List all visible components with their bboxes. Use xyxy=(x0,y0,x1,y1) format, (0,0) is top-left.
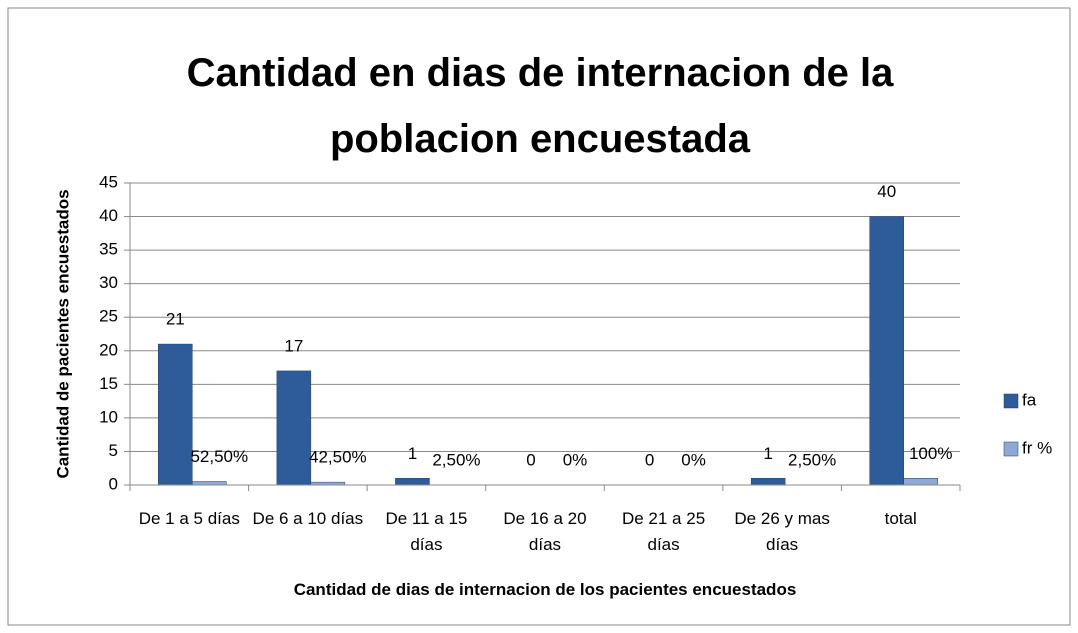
data-label: 0% xyxy=(563,450,588,469)
y-tick-label: 45 xyxy=(99,172,118,191)
legend-label: fa xyxy=(1022,390,1037,409)
data-label: 2,50% xyxy=(788,450,836,469)
data-label: 100% xyxy=(909,444,952,463)
y-tick-label: 30 xyxy=(99,273,118,292)
x-axis-label: Cantidad de dias de internacion de los p… xyxy=(293,580,797,599)
data-label: 42,50% xyxy=(309,448,367,467)
bar xyxy=(158,343,193,486)
bar xyxy=(750,478,786,486)
data-label: 52,50% xyxy=(190,447,248,466)
x-tick-label: De 11 a 15 días xyxy=(385,509,468,554)
x-tick-label: total xyxy=(884,509,917,528)
y-tick-label: 10 xyxy=(99,407,118,426)
data-label: 1 xyxy=(763,444,772,463)
y-tick-label: 15 xyxy=(99,374,118,393)
y-tick-label: 35 xyxy=(99,240,118,259)
data-label: 17 xyxy=(284,336,303,355)
x-tick-label: De 21 a 25 días xyxy=(621,509,706,554)
y-tick-label: 25 xyxy=(99,307,118,326)
data-label: 0 xyxy=(645,450,654,469)
x-tick-label: De 26 y mas días xyxy=(734,509,830,554)
data-label: 2,50% xyxy=(432,450,480,469)
data-label: 1 xyxy=(408,444,417,463)
x-tick-label: De 6 a 10 días xyxy=(252,509,364,528)
bar xyxy=(395,478,430,486)
data-label: 0% xyxy=(681,450,706,469)
y-tick-label: 20 xyxy=(99,340,118,359)
bar xyxy=(903,478,938,486)
data-label: 21 xyxy=(166,310,185,329)
data-label: 0 xyxy=(526,450,535,469)
y-axis-label: Cantidad de pacientes encuestados xyxy=(53,189,72,478)
data-label: 40 xyxy=(877,182,896,201)
x-tick-label: De 16 a 20 días xyxy=(503,509,587,554)
x-tick-label: De 1 a 5 días xyxy=(138,509,240,528)
y-tick-label: 5 xyxy=(109,441,118,460)
y-tick-label: 40 xyxy=(99,206,118,225)
legend-swatch xyxy=(1003,393,1019,409)
bar xyxy=(192,481,227,486)
bar xyxy=(276,370,312,486)
legend-label: fr % xyxy=(1022,438,1052,457)
bar xyxy=(869,216,904,486)
legend-swatch xyxy=(1003,441,1019,457)
y-tick-label: 0 xyxy=(109,474,118,493)
chart-title: Cantidad en dias de internacion de la po… xyxy=(186,51,894,161)
